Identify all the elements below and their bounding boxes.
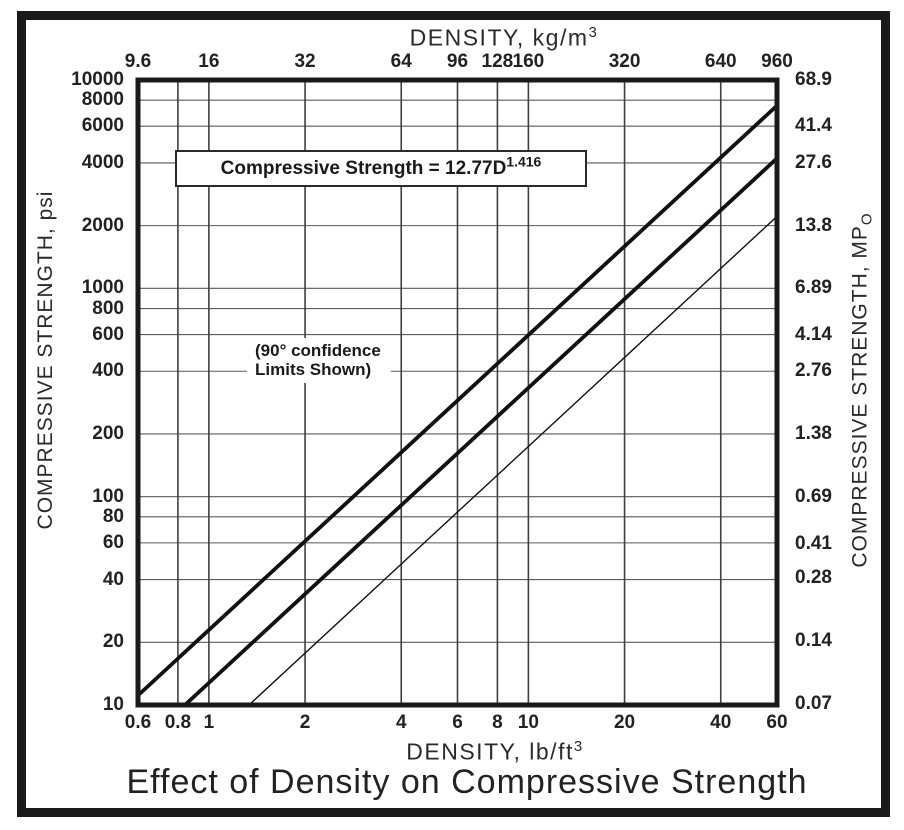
left-axis-tick-label: 80 [102, 505, 124, 527]
top-axis-tick-label: 9.6 [124, 51, 152, 72]
bottom-axis-tick-label: 40 [710, 712, 732, 733]
left-axis-tick-label: 200 [92, 422, 124, 444]
right-axis-tick-label: 0.07 [795, 692, 832, 714]
right-axis-tick-label: 4.14 [795, 323, 832, 345]
bottom-axis-title: DENSITY, lb/ft3 [95, 738, 895, 766]
top-axis-title-text: DENSITY, kg/m [409, 24, 589, 51]
left-axis-tick-label: 10 [102, 694, 124, 715]
left-axis-tick-label: 60 [102, 531, 124, 553]
right-axis-tick-label: 6.89 [795, 277, 832, 299]
right-axis-tick-label: 2.76 [795, 360, 832, 382]
right-axis-tick-label: 13.8 [795, 214, 832, 236]
best-fit-line [183, 156, 777, 705]
bottom-axis-tick-label: 60 [766, 712, 788, 733]
right-axis-tick-label: 0.69 [795, 485, 832, 507]
left-axis-tick-label: 100 [92, 485, 124, 507]
top-axis-tick-label: 160 [512, 51, 545, 72]
left-axis-tick-label: 10000 [71, 69, 124, 90]
top-axis-tick-label: 32 [294, 51, 316, 72]
bottom-axis-tick-label: 0.6 [124, 712, 152, 733]
top-axis-tick-label: 320 [608, 51, 641, 72]
right-axis-label-subscript: O [858, 212, 876, 226]
bottom-axis-tick-label: 2 [299, 712, 311, 733]
left-axis-tick-label: 1000 [81, 277, 124, 299]
bottom-axis-tick-label: 8 [492, 712, 503, 733]
bottom-axis-tick-label: 1 [203, 712, 215, 733]
right-axis-tick-label: 27.6 [795, 151, 832, 173]
left-axis-tick-label: 6000 [81, 115, 124, 137]
right-axis-tick-label: 0.41 [795, 532, 832, 554]
bottom-axis-title-superscript: 3 [573, 738, 584, 755]
right-axis-tick-label: 1.38 [795, 422, 832, 444]
bottom-axis-tick-label: 4 [395, 712, 407, 733]
top-axis-tick-label: 16 [198, 51, 220, 72]
left-axis-tick-label: 2000 [81, 214, 124, 236]
figure-title: Effect of Density on Compressive Strengt… [126, 763, 808, 801]
equation-annotation: Compressive Strength = 12.77D1.416 [175, 150, 587, 187]
top-axis-tick-label: 128 [481, 51, 514, 72]
top-axis-title: DENSITY, kg/m3 [104, 24, 904, 52]
confidence-note-line1: (90° confidence [255, 341, 381, 360]
left-axis-label-text: COMPRESSIVE STRENGTH, psi [34, 190, 57, 530]
left-axis-tick-label: 20 [102, 631, 124, 653]
right-axis-label-text: COMPRESSIVE STRENGTH, MP [848, 225, 872, 568]
bottom-axis-tick-label: 10 [517, 712, 539, 733]
top-axis-tick-label: 96 [446, 51, 469, 72]
left-axis-tick-label: 4000 [81, 151, 124, 173]
left-axis-tick-label: 400 [92, 360, 124, 382]
left-axis-tick-label: 40 [102, 568, 124, 590]
bottom-axis-tick-label: 0.8 [164, 712, 192, 733]
confidence-note-line2: Limits Shown) [255, 360, 372, 379]
bottom-axis-title-text: DENSITY, lb/ft [406, 738, 574, 765]
right-axis-tick-label: 41.4 [795, 115, 832, 137]
plot-border [135, 77, 780, 708]
right-axis-tick-label: 68.9 [795, 69, 832, 91]
left-axis-tick-label: 800 [92, 297, 124, 319]
figure-frame [17, 11, 890, 817]
top-axis-tick-label: 960 [761, 51, 793, 72]
left-axis-tick-label: 600 [92, 323, 124, 345]
equation-exponent: 1.416 [506, 153, 542, 170]
bottom-axis-tick-label: 20 [613, 712, 636, 733]
left-axis-tick-label: 8000 [81, 89, 124, 111]
top-axis-tick-label: 640 [704, 51, 737, 72]
bottom-axis-tick-label: 6 [452, 712, 463, 733]
confidence-note: (90° confidence Limits Shown) [247, 338, 391, 383]
top-axis-title-superscript: 3 [588, 24, 599, 41]
top-axis-tick-label: 64 [390, 51, 412, 72]
right-axis-tick-label: 0.14 [795, 629, 832, 651]
equation-text: Compressive Strength = 12.77D [220, 158, 507, 179]
upper-90-confidence-limit [138, 104, 777, 697]
lower-90-confidence-limit [248, 215, 777, 705]
right-axis-tick-label: 0.28 [795, 567, 832, 589]
